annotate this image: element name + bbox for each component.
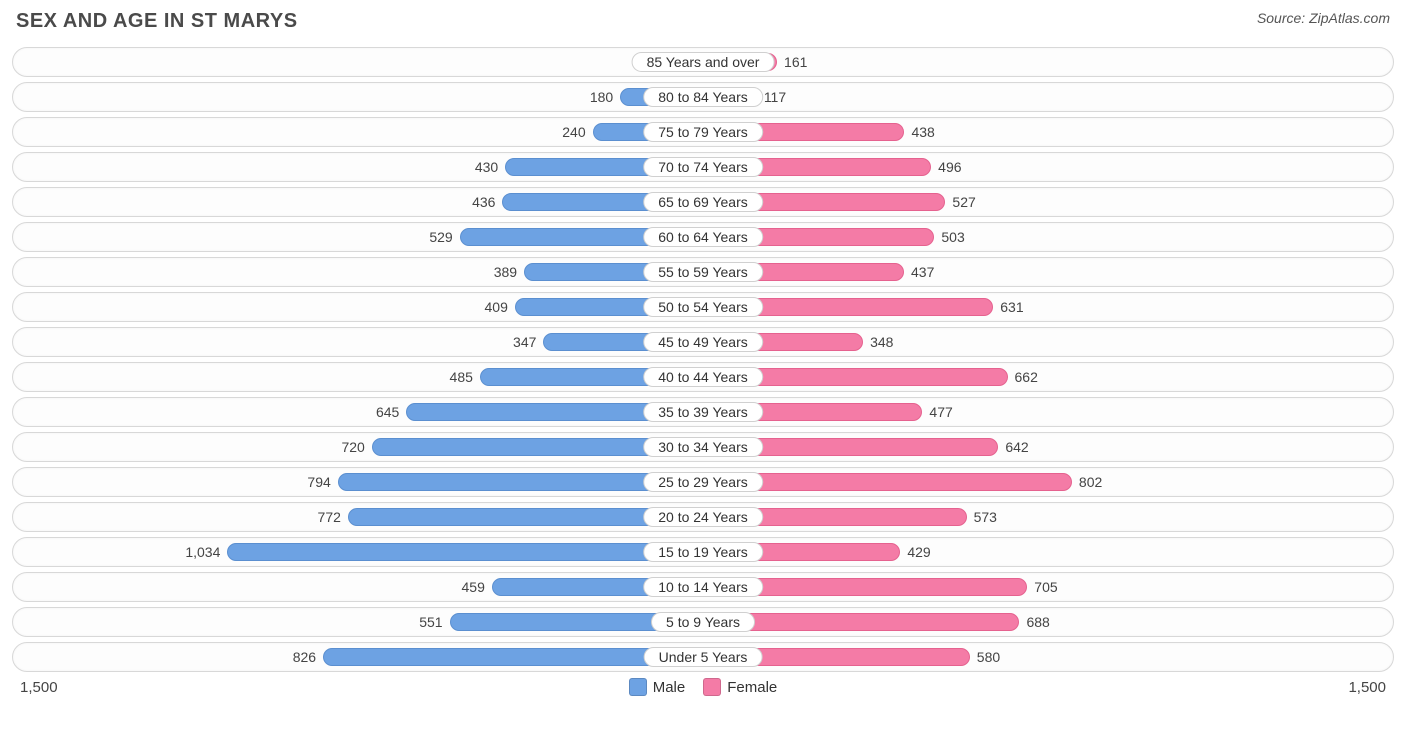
male-value-label: 772 xyxy=(318,509,349,525)
male-value-label: 826 xyxy=(293,649,324,665)
male-value-label: 551 xyxy=(419,614,450,630)
chart-footer: 1,500 Male Female 1,500 xyxy=(12,678,1394,696)
pyramid-row: 720 642 30 to 34 Years xyxy=(12,432,1394,462)
age-category-label: 25 to 29 Years xyxy=(643,472,763,492)
axis-label-left: 1,500 xyxy=(20,679,58,696)
female-value-label: 631 xyxy=(992,299,1023,315)
age-category-label: 30 to 34 Years xyxy=(643,437,763,457)
pyramid-row: 1,034 429 15 to 19 Years xyxy=(12,537,1394,567)
chart-header: SEX AND AGE IN ST MARYS Source: ZipAtlas… xyxy=(12,10,1394,33)
pyramid-row: 436 527 65 to 69 Years xyxy=(12,187,1394,217)
male-bar: 1,034 xyxy=(227,543,703,561)
pyramid-row: 459 705 10 to 14 Years xyxy=(12,572,1394,602)
pyramid-row: 772 573 20 to 24 Years xyxy=(12,502,1394,532)
age-category-label: 35 to 39 Years xyxy=(643,402,763,422)
male-value-label: 347 xyxy=(513,334,544,350)
pyramid-row: 4516185 Years and over xyxy=(12,47,1394,77)
pyramid-row: 18011780 to 84 Years xyxy=(12,82,1394,112)
age-category-label: 50 to 54 Years xyxy=(643,297,763,317)
chart-legend: Male Female xyxy=(629,678,778,696)
male-value-label: 240 xyxy=(562,124,593,140)
pyramid-row: 551 688 5 to 9 Years xyxy=(12,607,1394,637)
pyramid-row: 645 477 35 to 39 Years xyxy=(12,397,1394,427)
male-value-label: 459 xyxy=(462,579,493,595)
chart-source: Source: ZipAtlas.com xyxy=(1257,10,1390,26)
female-value-label: 503 xyxy=(933,229,964,245)
legend-swatch-male xyxy=(629,678,647,696)
female-value-label: 496 xyxy=(930,159,961,175)
male-value-label: 389 xyxy=(494,264,525,280)
female-value-label: 705 xyxy=(1026,579,1057,595)
male-value-label: 430 xyxy=(475,159,506,175)
age-category-label: 40 to 44 Years xyxy=(643,367,763,387)
male-value-label: 1,034 xyxy=(185,544,228,560)
age-category-label: 85 Years and over xyxy=(632,52,775,72)
male-value-label: 720 xyxy=(341,439,372,455)
age-category-label: 80 to 84 Years xyxy=(643,87,763,107)
legend-label-female: Female xyxy=(727,679,777,696)
pyramid-row: 430 496 70 to 74 Years xyxy=(12,152,1394,182)
male-value-label: 645 xyxy=(376,404,407,420)
chart-title: SEX AND AGE IN ST MARYS xyxy=(16,10,298,33)
female-value-label: 477 xyxy=(921,404,952,420)
age-category-label: 55 to 59 Years xyxy=(643,262,763,282)
age-category-label: 10 to 14 Years xyxy=(643,577,763,597)
male-value-label: 436 xyxy=(472,194,503,210)
legend-item-female: Female xyxy=(703,678,777,696)
age-category-label: Under 5 Years xyxy=(644,647,763,667)
female-value-label: 642 xyxy=(997,439,1028,455)
male-value-label: 180 xyxy=(590,89,621,105)
age-category-label: 15 to 19 Years xyxy=(643,542,763,562)
male-value-label: 529 xyxy=(429,229,460,245)
female-value-label: 580 xyxy=(969,649,1000,665)
age-category-label: 45 to 49 Years xyxy=(643,332,763,352)
pyramid-row: 409 631 50 to 54 Years xyxy=(12,292,1394,322)
female-value-label: 802 xyxy=(1071,474,1102,490)
legend-label-male: Male xyxy=(653,679,686,696)
male-value-label: 485 xyxy=(450,369,481,385)
age-category-label: 75 to 79 Years xyxy=(643,122,763,142)
female-value-label: 348 xyxy=(862,334,893,350)
legend-swatch-female xyxy=(703,678,721,696)
age-category-label: 5 to 9 Years xyxy=(651,612,755,632)
female-value-label: 527 xyxy=(944,194,975,210)
female-value-label: 438 xyxy=(903,124,934,140)
pyramid-row: 485 662 40 to 44 Years xyxy=(12,362,1394,392)
age-category-label: 70 to 74 Years xyxy=(643,157,763,177)
pyramid-row: 794 802 25 to 29 Years xyxy=(12,467,1394,497)
age-category-label: 60 to 64 Years xyxy=(643,227,763,247)
pyramid-row: 529 503 60 to 64 Years xyxy=(12,222,1394,252)
male-value-label: 409 xyxy=(485,299,516,315)
female-value-label: 688 xyxy=(1018,614,1049,630)
pyramid-row: 347 348 45 to 49 Years xyxy=(12,327,1394,357)
male-value-label: 794 xyxy=(307,474,338,490)
female-value-label: 437 xyxy=(903,264,934,280)
pyramid-row: 826 580 Under 5 Years xyxy=(12,642,1394,672)
legend-item-male: Male xyxy=(629,678,686,696)
pyramid-row: 240 438 75 to 79 Years xyxy=(12,117,1394,147)
axis-label-right: 1,500 xyxy=(1348,679,1386,696)
female-value-label: 161 xyxy=(776,54,807,70)
age-category-label: 20 to 24 Years xyxy=(643,507,763,527)
female-value-label: 662 xyxy=(1007,369,1038,385)
female-value-label: 573 xyxy=(966,509,997,525)
age-category-label: 65 to 69 Years xyxy=(643,192,763,212)
population-pyramid-chart: 4516185 Years and over 18011780 to 84 Yea… xyxy=(12,47,1394,672)
pyramid-row: 389 437 55 to 59 Years xyxy=(12,257,1394,287)
female-value-label: 429 xyxy=(899,544,930,560)
